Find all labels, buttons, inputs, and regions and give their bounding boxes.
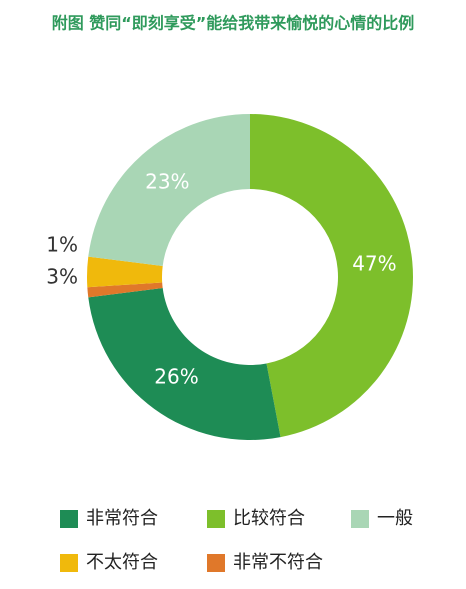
slice-label: 3% [46, 265, 78, 289]
donut-slice [87, 256, 163, 288]
donut-slice [88, 114, 250, 266]
legend-swatch [207, 554, 225, 572]
donut-slice [250, 114, 414, 438]
donut-slice [87, 282, 163, 298]
slice-label: 23% [145, 170, 189, 194]
legend-swatch [207, 510, 225, 528]
legend-label: 不太符合 [86, 552, 158, 573]
legend-swatch [60, 510, 78, 528]
legend-swatch [351, 510, 369, 528]
donut-slice [88, 288, 281, 440]
legend-label: 比较符合 [233, 508, 305, 529]
slice-label: 26% [154, 365, 198, 389]
legend-label: 一般 [377, 508, 413, 529]
legend-swatch [60, 554, 78, 572]
legend-label: 非常符合 [86, 508, 158, 529]
slice-label: 1% [46, 233, 78, 257]
slice-label: 47% [352, 252, 396, 276]
chart-title: 附图 赞同“即刻享受”能给我带来愉悦的心情的比例 [52, 14, 415, 33]
legend-label: 非常不符合 [233, 552, 323, 573]
